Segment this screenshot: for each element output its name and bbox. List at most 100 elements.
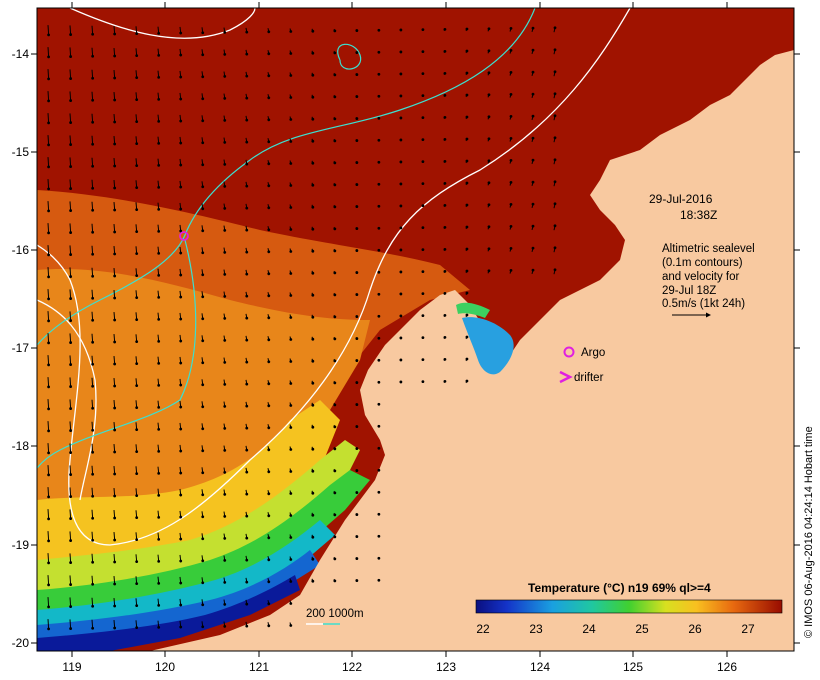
velocity-arrow-head [157, 273, 161, 277]
velocity-arrow-head [179, 625, 183, 629]
velocity-arrow-head [355, 381, 359, 384]
velocity-arrow-head [355, 205, 359, 208]
x-tick-label: 124 [530, 660, 550, 674]
velocity-arrow-head [157, 493, 161, 497]
velocity-arrow [91, 553, 94, 563]
velocity-arrow-head [377, 534, 381, 538]
velocity-arrow-head [311, 183, 315, 187]
velocity-arrow-head [333, 425, 337, 429]
velocity-arrow [91, 421, 94, 431]
velocity-arrow [91, 201, 94, 211]
velocity-arrow-head [223, 493, 227, 496]
velocity-arrow-head [113, 252, 117, 256]
velocity-arrow-head [289, 96, 293, 99]
velocity-arrow-head [421, 182, 425, 186]
velocity-arrow-head [113, 384, 117, 388]
velocity-arrow [47, 509, 50, 519]
velocity-arrow-head [91, 76, 95, 80]
velocity-arrow-head [245, 30, 249, 34]
velocity-arrow [69, 289, 72, 299]
velocity-arrow-head [531, 268, 535, 272]
velocity-arrow-head [487, 49, 491, 53]
velocity-arrow-head [201, 427, 205, 431]
x-tick-label: 123 [436, 660, 456, 674]
velocity-arrow-head [377, 182, 381, 186]
velocity-arrow-head [245, 272, 249, 276]
velocity-arrow-head [113, 560, 117, 564]
y-tick-label: -19 [12, 538, 30, 552]
x-tick-label: 125 [623, 660, 643, 674]
velocity-arrow [91, 575, 94, 585]
velocity-arrow [69, 443, 72, 453]
velocity-arrow-head [267, 184, 271, 188]
velocity-arrow-head [443, 357, 447, 361]
velocity-arrow-head [443, 379, 447, 383]
velocity-arrow-head [399, 116, 403, 120]
velocity-arrow-head [91, 362, 95, 366]
velocity-arrow-head [47, 341, 51, 345]
velocity-arrow-head [135, 54, 139, 58]
velocity-arrow-head [553, 136, 557, 140]
velocity-arrow-head [267, 448, 271, 452]
velocity-arrow [91, 267, 94, 277]
velocity-arrow-head [421, 94, 425, 98]
velocity-arrow-head [47, 429, 51, 433]
velocity-arrow-head [223, 229, 227, 232]
velocity-arrow-head [355, 95, 359, 98]
velocity-arrow-head [47, 165, 51, 169]
x-tick-label: 126 [717, 660, 737, 674]
velocity-arrow-head [157, 97, 161, 101]
velocity-arrow-head [223, 625, 227, 628]
velocity-arrow-head [399, 380, 403, 384]
legend-line5: 0.5m/s (1kt 24h) [662, 298, 745, 310]
velocity-arrow-head [201, 603, 205, 607]
velocity-arrow-head [333, 381, 337, 385]
velocity-arrow-head [69, 407, 73, 410]
velocity-arrow-head [311, 535, 315, 539]
drifter-marker [559, 370, 573, 384]
velocity-arrow-head [421, 380, 425, 384]
sea-navy-band [37, 575, 300, 651]
velocity-arrow-head [179, 163, 183, 167]
velocity-arrow-head [69, 187, 73, 190]
colorbar [475, 599, 783, 614]
velocity-arrow-head [47, 121, 51, 125]
velocity-arrow-head [245, 492, 249, 496]
velocity-arrow-head [487, 93, 491, 97]
velocity-arrow-head [201, 75, 205, 79]
velocity-arrow-head [135, 296, 139, 300]
velocity-arrow-head [311, 447, 315, 451]
velocity-arrow [69, 531, 72, 541]
velocity-arrow-head [69, 297, 73, 300]
velocity-arrow-head [267, 404, 271, 408]
velocity-arrow-head [201, 97, 205, 101]
velocity-arrow-head [223, 207, 227, 210]
velocity-arrow-head [465, 225, 469, 229]
velocity-arrow-head [399, 28, 403, 32]
velocity-arrow-head [267, 580, 271, 584]
velocity-arrow-head [267, 30, 271, 34]
velocity-arrow-head [267, 426, 271, 430]
velocity-arrow-head [91, 560, 95, 564]
velocity-arrow-head [355, 491, 359, 494]
velocity-arrow-head [91, 274, 95, 278]
velocity-arrow-head [47, 187, 51, 191]
velocity-arrow-head [377, 270, 381, 274]
velocity-arrow-head [267, 162, 271, 166]
velocity-arrow-head [135, 494, 139, 498]
velocity-arrow-head [179, 537, 183, 541]
velocity-arrow-head [509, 49, 513, 52]
velocity-arrow-head [47, 253, 51, 257]
velocity-arrow-head [223, 603, 227, 606]
velocity-arrow-head [157, 119, 161, 123]
x-tick-label: 121 [249, 660, 269, 674]
velocity-arrow-head [91, 406, 95, 410]
velocity-arrow [47, 531, 50, 541]
velocity-arrow-head [69, 209, 73, 212]
velocity-arrow-head [223, 361, 227, 364]
velocity-arrow-head [47, 583, 51, 587]
velocity-arrow-head [223, 295, 227, 298]
velocity-arrow [91, 289, 94, 299]
sea-green-band [37, 470, 370, 640]
velocity-arrow-head [355, 513, 359, 516]
